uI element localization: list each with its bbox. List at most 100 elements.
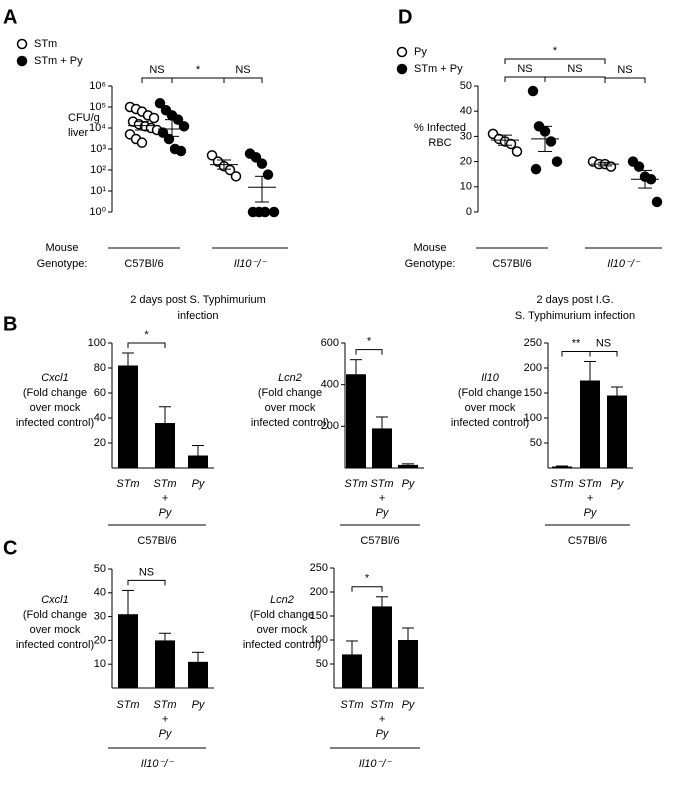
genotype-label: Il10⁻/⁻	[607, 258, 641, 270]
y-axis-label: (Fold change	[458, 387, 522, 399]
bar	[552, 466, 572, 468]
data-point	[505, 138, 517, 150]
x-tick-label: +	[162, 713, 169, 725]
y-axis-label: Lcn2	[278, 372, 302, 384]
bar	[155, 423, 175, 468]
significance-label: *	[144, 329, 149, 341]
genotype-title: Genotype:	[37, 258, 88, 270]
significance-bracket	[589, 351, 618, 357]
significance-bracket	[504, 58, 606, 65]
x-tick-label: +	[587, 492, 594, 504]
significance-label: NS	[235, 64, 250, 76]
y-axis-label: over mock	[30, 402, 81, 414]
group-label: Il10⁻/⁻	[359, 758, 393, 770]
bar	[580, 380, 600, 468]
y-axis-label: Il10	[481, 372, 500, 384]
y-tick-label: 150	[524, 387, 542, 399]
x-tick-label: STm	[344, 478, 367, 490]
data-point	[530, 163, 542, 175]
footer: 2 days post I.G.	[536, 294, 613, 306]
bar	[118, 365, 138, 468]
y-axis-label: over mock	[465, 402, 516, 414]
legend-label: STm + Py	[34, 55, 83, 67]
y-tick-label: 50	[94, 563, 106, 575]
legend-label: STm + Py	[414, 63, 463, 75]
significance-bracket	[561, 351, 591, 357]
y-tick-label: 10⁵	[89, 101, 106, 113]
data-point	[256, 158, 268, 169]
bar	[372, 428, 392, 468]
legend-marker	[16, 38, 28, 50]
data-point	[136, 137, 148, 148]
genotype-label: Il10⁻/⁻	[234, 258, 268, 270]
y-axis-label: infected control)	[16, 639, 94, 651]
x-tick-label: Py	[192, 478, 206, 490]
legend-marker	[16, 55, 28, 67]
genotype-title: Mouse	[413, 242, 446, 254]
significance-label: NS	[596, 337, 611, 349]
y-tick-label: 10³	[90, 143, 106, 155]
x-tick-label: Py	[376, 728, 390, 740]
data-point	[259, 206, 271, 218]
y-tick-label: 40	[460, 105, 472, 117]
y-axis-label: (Fold change	[250, 609, 314, 621]
legend-label: STm	[34, 38, 57, 50]
significance-bracket	[504, 76, 546, 83]
data-point	[551, 156, 563, 167]
x-tick-label: STm	[153, 478, 176, 490]
x-tick-label: +	[162, 492, 169, 504]
data-point	[511, 146, 523, 157]
x-tick-label: Py	[192, 699, 206, 711]
data-point	[262, 169, 274, 180]
x-tick-label: STm	[578, 478, 601, 490]
genotype-title: Mouse	[45, 242, 78, 254]
y-axis-label: infected control)	[243, 639, 321, 651]
data-point	[250, 152, 262, 163]
significance-bracket	[355, 349, 383, 355]
significance-label: NS	[567, 63, 582, 75]
significance-label: NS	[149, 64, 164, 76]
y-tick-label: 200	[321, 420, 339, 432]
genotype-label: C57Bl/6	[124, 258, 163, 270]
x-tick-label: Py	[159, 507, 173, 519]
significance-label: *	[196, 64, 201, 76]
y-tick-label: 20	[94, 437, 106, 449]
y-tick-label: 400	[321, 379, 339, 391]
x-tick-label: Py	[402, 699, 416, 711]
y-tick-label: 10¹	[90, 185, 106, 197]
legend-marker	[396, 46, 408, 58]
bar	[607, 395, 627, 468]
genotype-title: Genotype:	[405, 258, 456, 270]
y-tick-label: 60	[94, 387, 106, 399]
y-tick-label: 150	[310, 610, 328, 622]
y-tick-label: 100	[524, 412, 542, 424]
significance-bracket	[141, 77, 173, 83]
panel-letter: A	[3, 6, 17, 28]
y-tick-label: 10²	[90, 164, 106, 176]
y-tick-label: 100	[310, 634, 328, 646]
significance-bracket	[544, 76, 606, 83]
data-point	[545, 136, 557, 147]
y-tick-label: 10	[460, 181, 472, 193]
bar	[188, 455, 208, 468]
data-point	[206, 150, 218, 161]
data-point	[605, 161, 617, 172]
x-tick-label: STm	[340, 699, 363, 711]
y-tick-label: 0	[466, 206, 472, 218]
significance-label: NS	[517, 63, 532, 75]
significance-bracket	[127, 579, 166, 586]
y-axis-label: (Fold change	[23, 387, 87, 399]
y-tick-label: 50	[530, 437, 542, 449]
y-tick-label: 50	[316, 658, 328, 670]
y-axis-label: infected control)	[16, 417, 94, 429]
y-tick-label: 10⁶	[89, 80, 106, 92]
group-label: C57Bl/6	[137, 535, 176, 547]
y-tick-label: 250	[310, 562, 328, 574]
significance-bracket	[171, 77, 225, 83]
x-tick-label: STm	[550, 478, 573, 490]
x-tick-label: +	[379, 492, 386, 504]
significance-label: *	[553, 45, 558, 57]
y-tick-label: 40	[94, 587, 106, 599]
y-tick-label: 20	[94, 634, 106, 646]
